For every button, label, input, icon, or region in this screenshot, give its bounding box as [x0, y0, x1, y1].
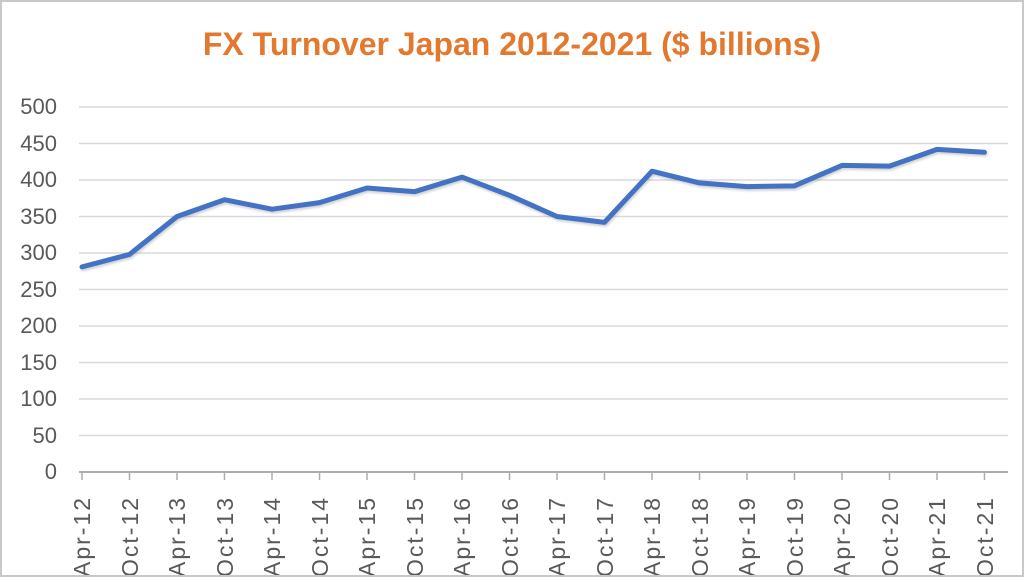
x-tick-label: Oct-20 — [876, 495, 903, 577]
data-line-series — [79, 146, 987, 270]
y-tick-label: 500 — [20, 94, 57, 119]
x-tick-label: Apr-12 — [69, 495, 95, 577]
x-tick-label: Apr-19 — [734, 495, 760, 577]
x-tick-label: Apr-13 — [164, 495, 190, 577]
x-tick-label: Apr-20 — [829, 495, 855, 577]
x-tick-label: Apr-18 — [639, 495, 665, 577]
x-tick-label: Apr-14 — [259, 495, 285, 577]
x-tick-label: Oct-21 — [971, 495, 998, 577]
x-tick-label: Oct-13 — [211, 495, 238, 577]
x-tick-label: Oct-16 — [496, 495, 523, 577]
x-tick-label: Oct-15 — [401, 495, 428, 577]
chart-title: FX Turnover Japan 2012-2021 ($ billions) — [202, 26, 822, 62]
x-tick-label: Oct-19 — [781, 495, 808, 577]
y-tick-label: 350 — [20, 203, 57, 229]
y-tick-label: 250 — [20, 276, 57, 302]
x-tick-label: Apr-21 — [924, 495, 950, 577]
x-tick-label: Oct-14 — [306, 495, 333, 577]
x-tick-label: Oct-18 — [686, 495, 713, 577]
x-tick-label: Apr-15 — [354, 495, 380, 577]
y-tick-label: 300 — [20, 240, 57, 265]
x-tick-label: Apr-16 — [449, 495, 475, 577]
x-tick-label: Oct-17 — [591, 495, 618, 577]
y-tick-label: 50 — [32, 422, 57, 448]
y-tick-label: 100 — [20, 386, 57, 411]
y-tick-label: 450 — [20, 130, 57, 156]
y-tick-label: 0 — [44, 459, 57, 484]
y-tick-label: 200 — [20, 313, 57, 338]
x-tick-label: Oct-12 — [116, 495, 143, 577]
x-tick-label: Apr-17 — [544, 495, 570, 577]
y-tick-label: 150 — [20, 349, 57, 375]
y-tick-label: 400 — [20, 167, 57, 192]
